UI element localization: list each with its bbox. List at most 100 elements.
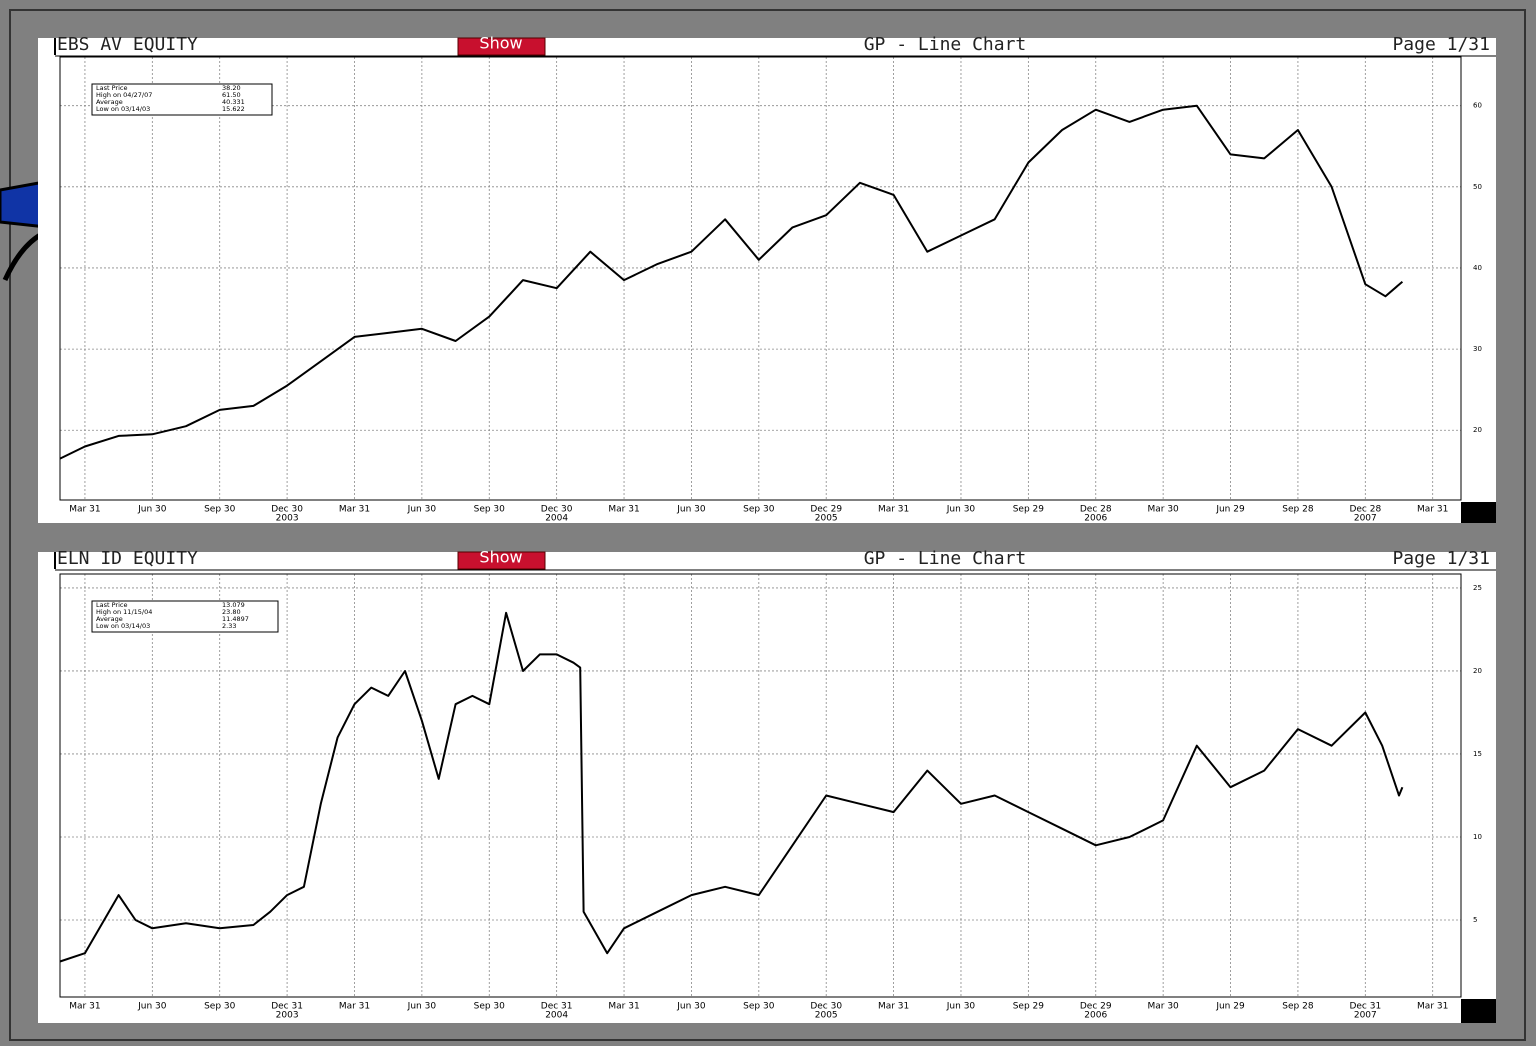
x-tick-label: Jun 30 bbox=[137, 1002, 167, 1012]
x-tick-label: Dec 30 bbox=[810, 1002, 842, 1012]
x-tick-label: Sep 30 bbox=[743, 1002, 775, 1012]
stat-label: Last Price bbox=[96, 84, 127, 92]
show-button-label: Show bbox=[479, 548, 522, 567]
frame bbox=[9, 9, 1526, 1041]
x-tick-label: Jun 29 bbox=[1215, 505, 1245, 515]
y-tick-label: 60 bbox=[1473, 102, 1482, 110]
stat-label: Last Price bbox=[96, 601, 127, 609]
show-button[interactable] bbox=[457, 551, 546, 570]
x-tick-label: Sep 30 bbox=[743, 505, 775, 515]
x-tick-label: Mar 31 bbox=[339, 505, 370, 515]
y-tick-label: 40 bbox=[1473, 264, 1482, 272]
y-tick-label: 15 bbox=[1473, 750, 1482, 758]
stat-value: 61.50 bbox=[222, 91, 241, 99]
x-year-label: 2003 bbox=[276, 1011, 299, 1021]
stat-value: 2.33 bbox=[222, 622, 236, 630]
y-tick-label: 20 bbox=[1473, 667, 1482, 675]
x-year-label: 2004 bbox=[545, 514, 568, 524]
corner-box bbox=[1461, 502, 1496, 523]
stat-value: 11.4897 bbox=[222, 615, 249, 623]
page-indicator: Page 1/31 bbox=[1392, 548, 1490, 569]
stat-label: Low on 03/14/03 bbox=[96, 622, 150, 630]
x-tick-label: Mar 31 bbox=[608, 505, 639, 515]
x-tick-label: Jun 30 bbox=[407, 505, 437, 515]
plot-frame bbox=[59, 56, 1462, 501]
x-year-label: 2006 bbox=[1084, 1011, 1107, 1021]
price-line bbox=[59, 104, 1404, 460]
x-tick-label: Jun 29 bbox=[1215, 1002, 1245, 1012]
stat-label: Low on 03/14/03 bbox=[96, 105, 150, 113]
stat-label: Average bbox=[96, 98, 123, 106]
y-tick-label: 5 bbox=[1473, 916, 1477, 924]
stat-value: 38.20 bbox=[222, 84, 241, 92]
x-year-label: 2005 bbox=[815, 1011, 838, 1021]
chart-subtitle: GP - Line Chart bbox=[864, 34, 1027, 55]
x-year-label: 2004 bbox=[545, 1011, 568, 1021]
x-tick-label: Mar 31 bbox=[1417, 505, 1448, 515]
x-tick-label: Dec 30 bbox=[541, 505, 573, 515]
x-tick-label: Jun 30 bbox=[407, 1002, 437, 1012]
x-tick-label: Mar 31 bbox=[878, 1002, 909, 1012]
x-tick-label: Sep 28 bbox=[1282, 505, 1314, 515]
x-tick-label: Mar 30 bbox=[1147, 505, 1179, 515]
stats-box bbox=[91, 83, 273, 116]
x-year-label: 2007 bbox=[1354, 1011, 1377, 1021]
x-tick-label: Dec 29 bbox=[810, 505, 842, 515]
x-tick-label: Dec 30 bbox=[271, 505, 303, 515]
panel-background bbox=[38, 552, 1496, 1023]
show-button-label: Show bbox=[479, 34, 522, 53]
x-tick-label: Mar 31 bbox=[339, 1002, 370, 1012]
x-tick-label: Sep 28 bbox=[1282, 1002, 1314, 1012]
y-tick-label: 20 bbox=[1473, 426, 1482, 434]
chart-title: EBS AV EQUITY bbox=[57, 34, 198, 55]
y-tick-label: 50 bbox=[1473, 183, 1482, 191]
x-tick-label: Mar 31 bbox=[69, 1002, 100, 1012]
x-tick-label: Sep 30 bbox=[474, 1002, 506, 1012]
x-tick-label: Dec 29 bbox=[1080, 1002, 1112, 1012]
x-tick-label: Sep 30 bbox=[204, 505, 236, 515]
show-button[interactable] bbox=[457, 37, 546, 56]
y-tick-label: 30 bbox=[1473, 345, 1482, 353]
x-tick-label: Mar 30 bbox=[1147, 1002, 1179, 1012]
chart-panel: ELN ID EQUITY Show GP - Line Chart Page 1/3… bbox=[38, 548, 1496, 1023]
stat-label: High on 11/15/04 bbox=[96, 608, 152, 616]
x-tick-label: Dec 31 bbox=[541, 1002, 573, 1012]
x-tick-label: Jun 30 bbox=[946, 505, 976, 515]
stat-label: Average bbox=[96, 615, 123, 623]
stat-value: 40.331 bbox=[222, 98, 245, 106]
page-indicator: Page 1/31 bbox=[1392, 34, 1490, 55]
x-year-label: 2005 bbox=[815, 514, 838, 524]
x-tick-label: Dec 31 bbox=[1349, 1002, 1381, 1012]
stat-value: 13.079 bbox=[222, 601, 245, 609]
x-tick-label: Dec 28 bbox=[1080, 505, 1112, 515]
y-tick-label: 10 bbox=[1473, 833, 1482, 841]
x-tick-label: Dec 28 bbox=[1349, 505, 1381, 515]
x-tick-label: Jun 30 bbox=[676, 505, 706, 515]
x-tick-label: Sep 29 bbox=[1013, 1002, 1045, 1012]
x-tick-label: Mar 31 bbox=[69, 505, 100, 515]
chart-title: ELN ID EQUITY bbox=[57, 548, 198, 569]
chart-panel: EBS AV EQUITY Show GP - Line Chart Page 1/3… bbox=[38, 34, 1496, 524]
x-tick-label: Mar 31 bbox=[608, 1002, 639, 1012]
x-tick-label: Mar 31 bbox=[878, 505, 909, 515]
x-tick-label: Jun 30 bbox=[676, 1002, 706, 1012]
x-tick-label: Sep 30 bbox=[474, 505, 506, 515]
x-tick-label: Dec 31 bbox=[271, 1002, 303, 1012]
stat-label: High on 04/27/07 bbox=[96, 91, 152, 99]
x-tick-label: Jun 30 bbox=[946, 1002, 976, 1012]
panel-background bbox=[38, 38, 1496, 523]
x-year-label: 2003 bbox=[276, 514, 299, 524]
x-tick-label: Jun 30 bbox=[137, 505, 167, 515]
y-tick-label: 25 bbox=[1473, 584, 1482, 592]
x-tick-label: Sep 29 bbox=[1013, 505, 1045, 515]
stat-value: 15.622 bbox=[222, 105, 245, 113]
stat-value: 23.80 bbox=[222, 608, 241, 616]
x-tick-label: Sep 30 bbox=[204, 1002, 236, 1012]
chart-subtitle: GP - Line Chart bbox=[864, 548, 1027, 569]
corner-box bbox=[1461, 999, 1496, 1023]
x-year-label: 2006 bbox=[1084, 514, 1107, 524]
x-year-label: 2007 bbox=[1354, 514, 1377, 524]
plot-frame bbox=[59, 573, 1462, 998]
